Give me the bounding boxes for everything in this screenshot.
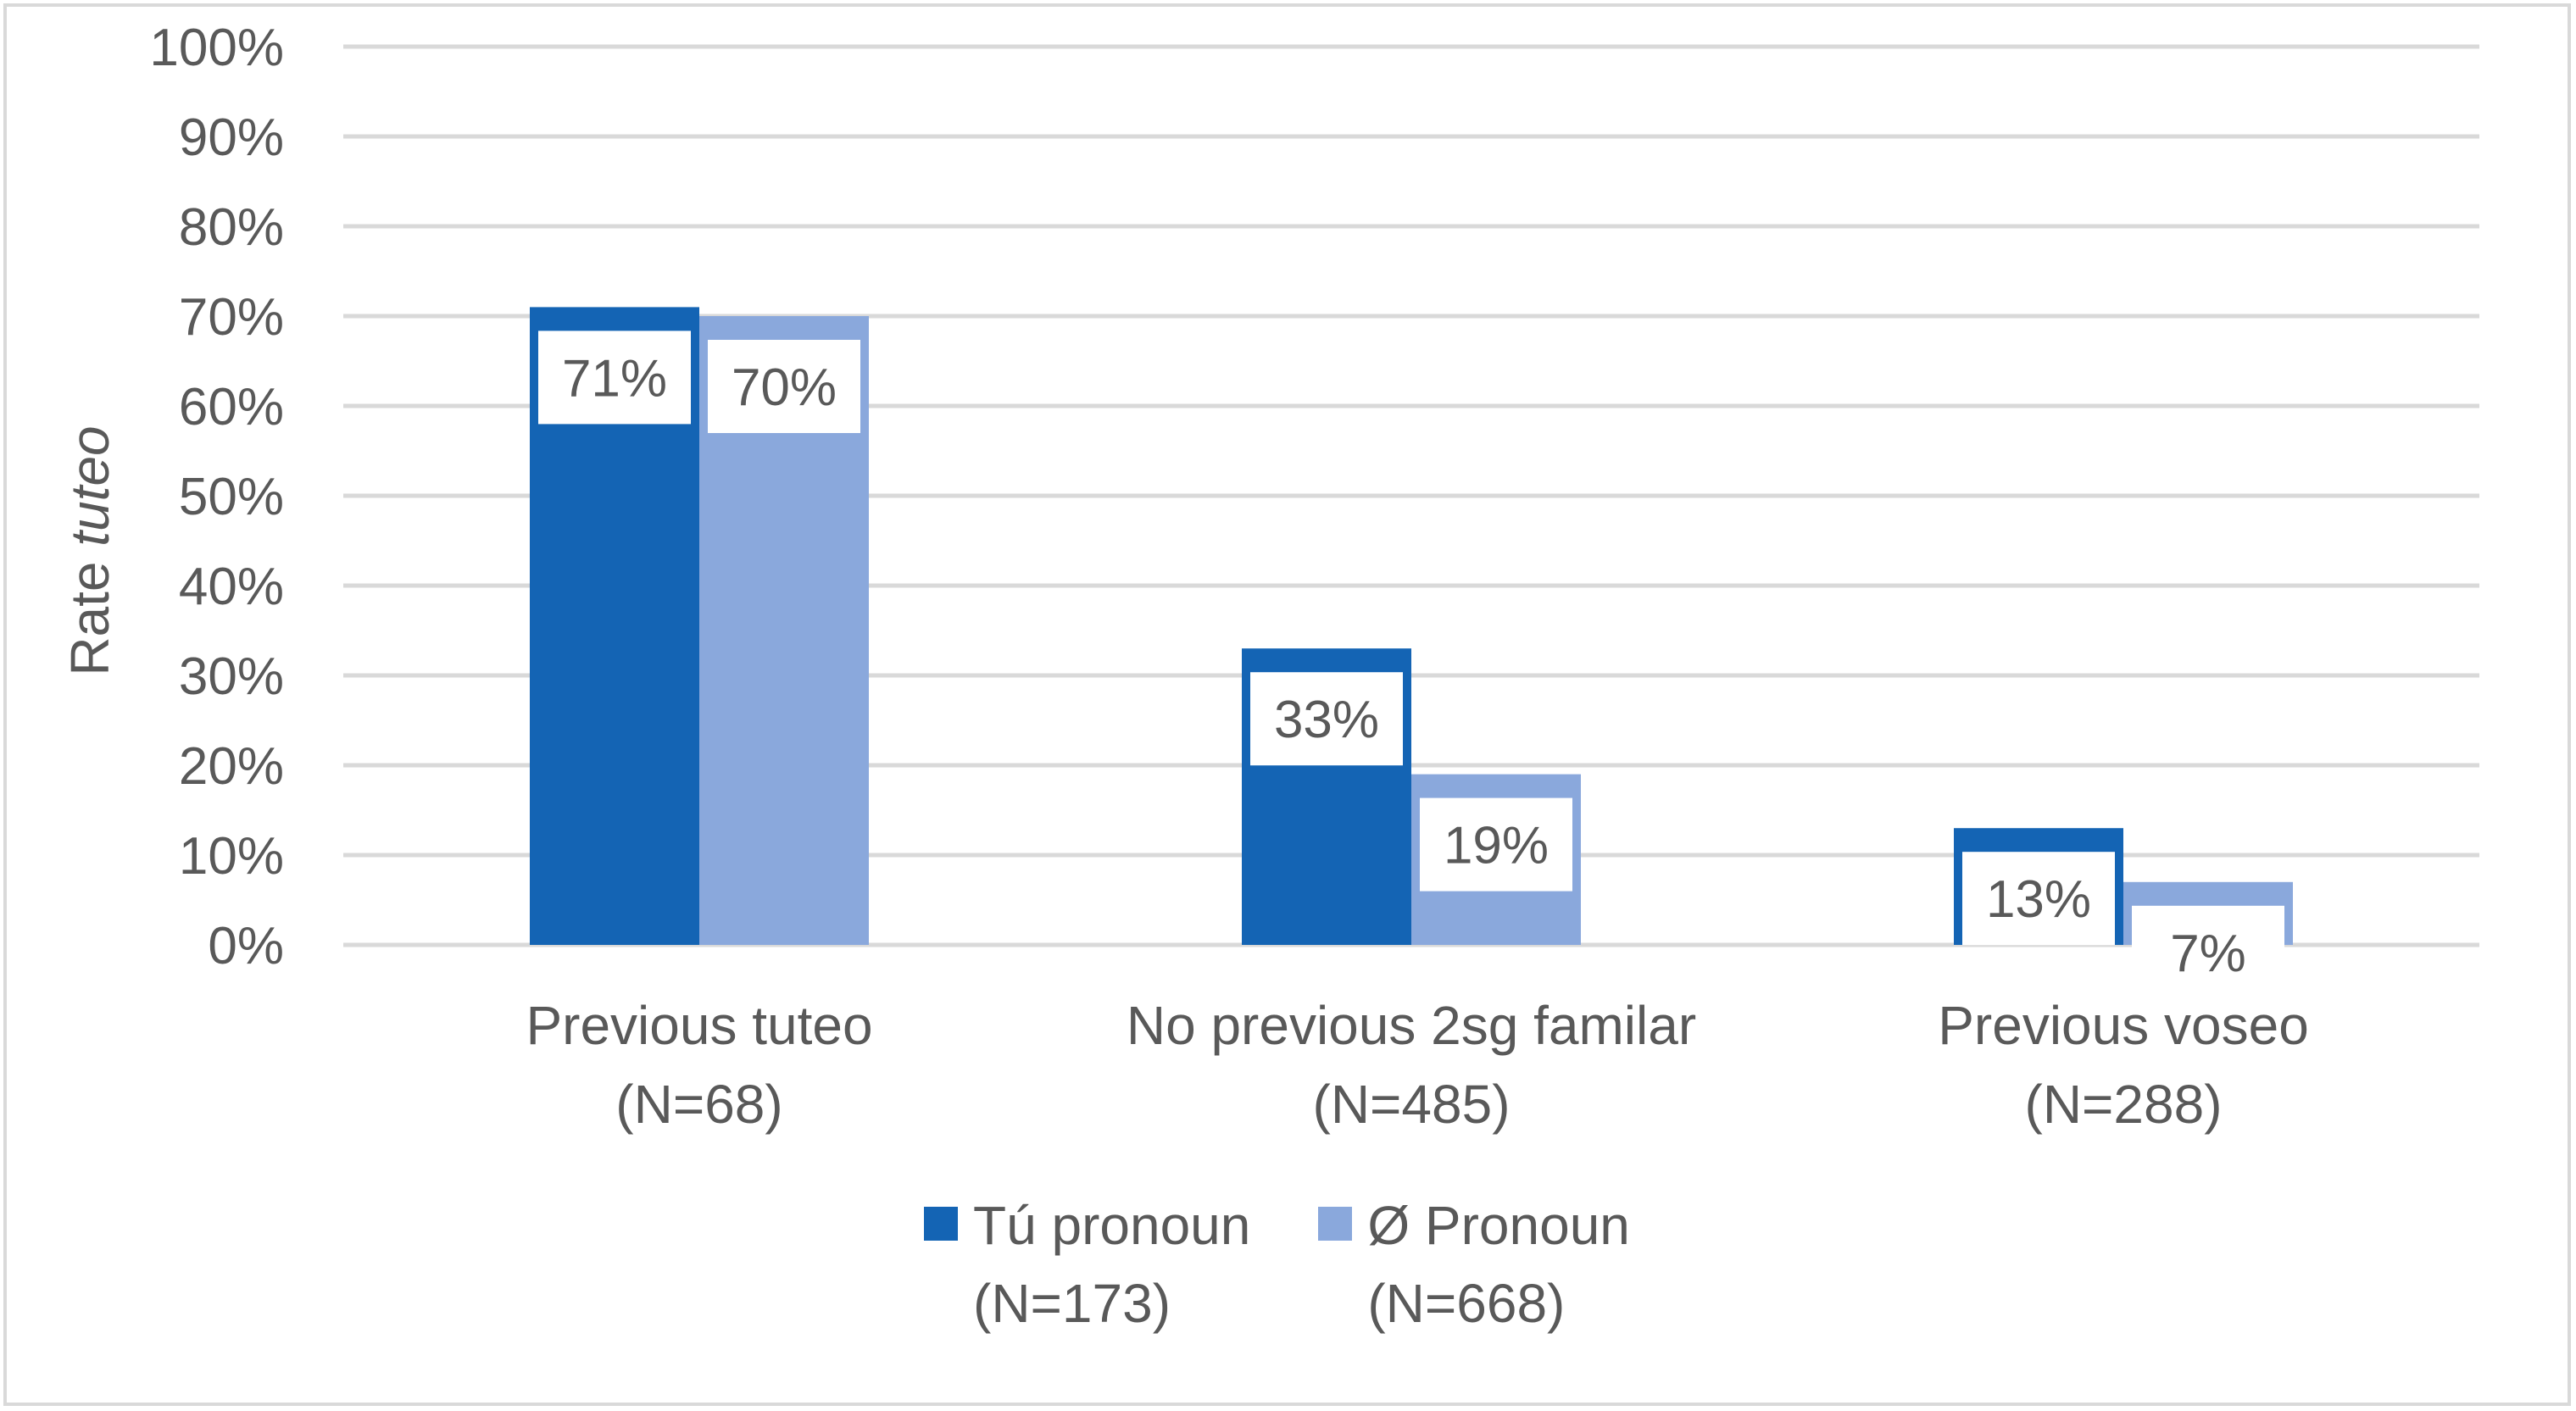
y-tick-label: 60% xyxy=(179,378,284,436)
legend-swatch-null-pronoun xyxy=(1318,1207,1353,1241)
y-axis-label-prefix: Rate xyxy=(59,547,120,676)
legend-item-tu-pronoun: Tú pronoun (N=173) xyxy=(924,1186,1250,1342)
legend-label-null-pronoun: Ø Pronoun xyxy=(1367,1195,1630,1256)
y-axis-label-italic: tuteo xyxy=(59,425,120,546)
data-label: 33% xyxy=(1274,691,1379,749)
data-label: 19% xyxy=(1444,817,1549,875)
y-tick-label: 70% xyxy=(179,288,284,347)
data-label: 13% xyxy=(1986,870,2091,929)
x-tick-label-count: (N=68) xyxy=(615,1074,782,1135)
y-tick-label: 30% xyxy=(179,647,284,706)
data-label-box xyxy=(1250,672,1403,766)
data-label: 71% xyxy=(562,349,667,408)
legend-swatch-tu-pronoun xyxy=(924,1207,958,1241)
x-axis-categories: Previous tuteo (N=68) No previous 2sg fami… xyxy=(526,995,2308,1135)
data-label: 70% xyxy=(732,358,837,417)
x-tick-label-count: (N=485) xyxy=(1313,1074,1511,1135)
data-labels: 71% 70% 33% 19% 13% 7% xyxy=(538,331,2284,999)
x-tick-label: Previous voseo xyxy=(1938,995,2309,1056)
legend-item-null-pronoun: Ø Pronoun (N=668) xyxy=(1318,1186,1630,1342)
data-label-box xyxy=(1962,852,2115,946)
legend: Tú pronoun (N=173) Ø Pronoun (N=668) xyxy=(924,1186,1630,1342)
y-tick-label: 100% xyxy=(149,19,284,77)
x-tick-label: Previous tuteo xyxy=(526,995,872,1056)
legend-count-tu-pronoun: (N=173) xyxy=(973,1273,1171,1334)
y-tick-label: 0% xyxy=(208,917,284,975)
y-tick-label: 20% xyxy=(179,737,284,796)
y-tick-label: 40% xyxy=(179,558,284,616)
y-axis-label: Rate tuteo xyxy=(59,425,120,675)
data-label-box xyxy=(2132,905,2284,999)
x-tick-label: No previous 2sg familar xyxy=(1127,995,1696,1056)
y-axis-ticks: 0% 10% 20% 30% 40% 50% 60% 70% 80% 90% 100% xyxy=(149,19,284,975)
y-tick-label: 10% xyxy=(179,827,284,886)
data-label-box xyxy=(708,340,860,433)
legend-count-null-pronoun: (N=668) xyxy=(1367,1273,1566,1334)
x-tick-label-count: (N=288) xyxy=(2025,1074,2223,1135)
y-tick-label: 80% xyxy=(179,198,284,257)
y-tick-label: 90% xyxy=(179,108,284,167)
y-tick-label: 50% xyxy=(179,468,284,526)
legend-label-tu-pronoun: Tú pronoun xyxy=(973,1195,1251,1256)
data-label-box xyxy=(538,331,691,425)
data-label-box xyxy=(1420,797,1572,892)
data-label: 7% xyxy=(2170,925,2246,983)
